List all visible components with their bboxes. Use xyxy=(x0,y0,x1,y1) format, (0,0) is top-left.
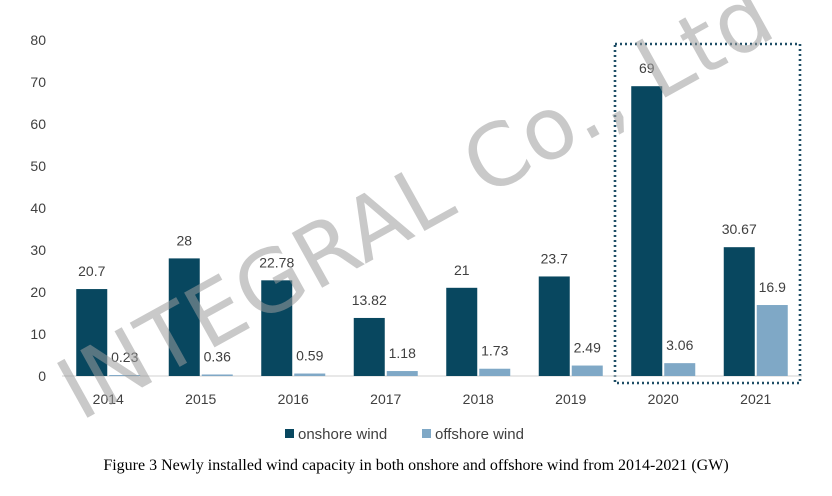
y-tick-label: 60 xyxy=(30,116,46,132)
y-tick-label: 70 xyxy=(30,74,46,90)
x-tick-label: 2021 xyxy=(740,391,771,407)
offshore-bar xyxy=(201,374,233,376)
x-tick-label: 2015 xyxy=(185,391,216,407)
onshore-data-label: 13.82 xyxy=(352,292,387,308)
offshore-bar xyxy=(294,373,326,376)
highlight-box-group xyxy=(613,42,802,385)
x-tick-label: 2016 xyxy=(278,391,309,407)
x-tick-label: 2017 xyxy=(370,391,401,407)
x-tick-label: 2019 xyxy=(555,391,586,407)
onshore-data-label: 30.67 xyxy=(722,221,757,237)
onshore-bar xyxy=(538,276,570,376)
y-tick-label: 10 xyxy=(30,326,46,342)
onshore-bar xyxy=(168,258,200,376)
offshore-data-label: 0.23 xyxy=(111,349,138,365)
figure-caption: Figure 3 Newly installed wind capacity i… xyxy=(103,457,729,474)
onshore-data-label: 20.7 xyxy=(78,263,105,279)
onshore-bar xyxy=(446,287,478,376)
offshore-bar xyxy=(386,371,418,376)
offshore-bar xyxy=(664,363,696,376)
offshore-data-label: 0.36 xyxy=(204,348,231,364)
legend-swatch xyxy=(422,429,431,438)
y-tick-label: 0 xyxy=(38,368,46,384)
onshore-bar xyxy=(353,317,385,376)
offshore-bar xyxy=(479,368,511,376)
offshore-data-label: 0.59 xyxy=(296,348,323,364)
y-tick-label: 50 xyxy=(30,158,46,174)
y-axis-ticks: 0 10 20 30 40 50 60 70 80 xyxy=(30,32,46,384)
offshore-bar xyxy=(571,365,603,376)
highlight-box xyxy=(613,42,802,385)
onshore-bar xyxy=(76,289,108,376)
legend: onshore wind offshore wind xyxy=(285,426,524,443)
y-tick-label: 80 xyxy=(30,32,46,48)
legend-label: onshore wind xyxy=(298,426,387,443)
legend-label: offshore wind xyxy=(435,426,524,443)
x-tick-label: 2014 xyxy=(93,391,124,407)
offshore-bar xyxy=(109,375,141,376)
y-tick-label: 30 xyxy=(30,242,46,258)
onshore-data-label: 28 xyxy=(176,232,192,248)
offshore-data-label: 1.18 xyxy=(389,345,416,361)
onshore-data-label: 21 xyxy=(454,262,470,278)
data-labels-group: 20.7 28 22.78 13.82 21 23.7 69 30.67 0.23 0.36 0.5… xyxy=(78,60,786,365)
legend-swatch xyxy=(285,429,294,438)
x-axis-ticks: 2014 2015 2016 2017 2018 2019 2020 2021 xyxy=(93,391,772,407)
onshore-bar xyxy=(631,86,663,376)
onshore-data-label: 69 xyxy=(639,60,655,76)
offshore-data-label: 16.9 xyxy=(759,279,786,295)
x-tick-label: 2020 xyxy=(648,391,679,407)
bars-group xyxy=(76,86,788,376)
y-tick-label: 40 xyxy=(30,200,46,216)
offshore-data-label: 3.06 xyxy=(666,337,693,353)
onshore-bar xyxy=(723,247,755,376)
onshore-data-label: 22.78 xyxy=(259,254,294,270)
y-tick-label: 20 xyxy=(30,284,46,300)
offshore-data-label: 2.49 xyxy=(574,340,601,356)
onshore-bar xyxy=(261,280,293,376)
offshore-data-label: 1.73 xyxy=(481,343,508,359)
offshore-bar xyxy=(756,305,788,376)
onshore-data-label: 23.7 xyxy=(541,250,568,266)
x-tick-label: 2018 xyxy=(463,391,494,407)
